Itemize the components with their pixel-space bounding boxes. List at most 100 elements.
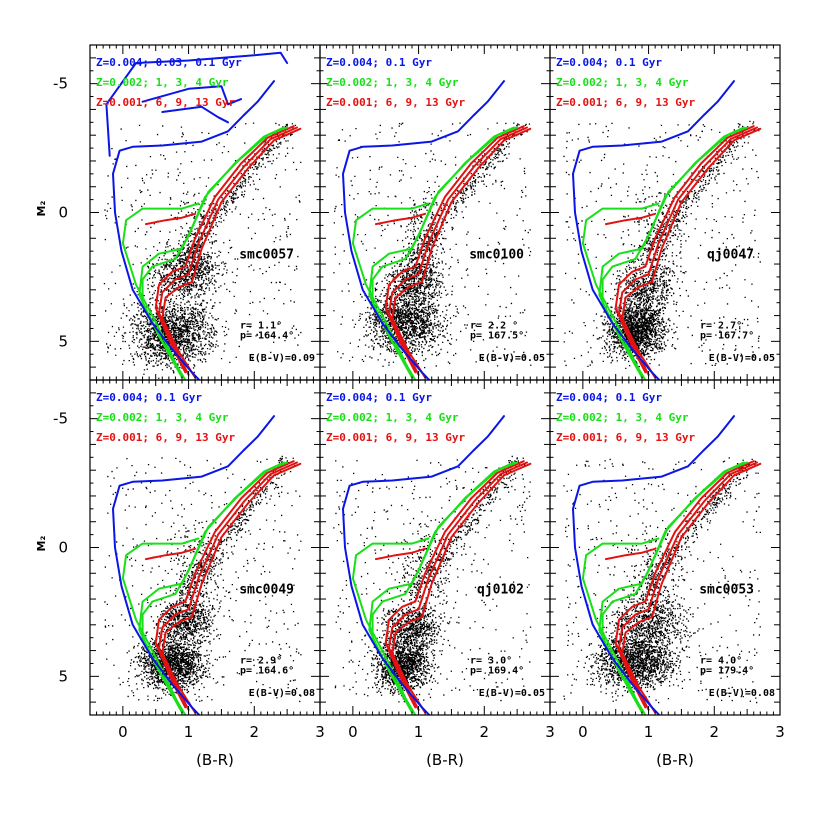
- isochrone-blue: [342, 113, 476, 380]
- isochrone-red-ms-2: [391, 616, 427, 714]
- star-scatter: [563, 457, 761, 704]
- isochrone-blue-tail: [243, 80, 275, 116]
- isochrone-green-ms-1: [141, 592, 187, 715]
- isochrone-blue-tail: [243, 415, 275, 451]
- isochrone-blue: [572, 113, 706, 380]
- isochrone-red-ms-1: [388, 273, 420, 376]
- isochrone-green-giant-1: [174, 126, 285, 260]
- legend-red: Z=0.001; 6, 9, 13 Gyr: [96, 431, 235, 444]
- field-position-angle: p= 164.6°: [240, 665, 294, 676]
- field-reddening: E(B-V)=0.08: [709, 688, 775, 699]
- isochrone-red-giant-2: [190, 127, 302, 284]
- y-axis-label: M₂: [35, 536, 48, 552]
- x-tick-label: 0: [348, 723, 358, 741]
- legend-blue: Z=0.004; 0.1 Gyr: [556, 56, 662, 69]
- legend-blue: Z=0.004; 0.1 Gyr: [556, 391, 662, 404]
- field-position-angle: p= 169.4°: [470, 665, 524, 676]
- isochrone-red-giant-2: [650, 462, 762, 619]
- isochrone-green-giant-1: [634, 461, 745, 595]
- y-axis-label: M₂: [35, 201, 48, 217]
- ticks: [549, 380, 781, 715]
- isochrone-red-hb: [604, 212, 657, 226]
- isochrone-green-giant-1: [174, 461, 285, 595]
- ticks: [549, 45, 781, 380]
- field-reddening: E(B-V)=0.05: [709, 353, 775, 364]
- legend-green: Z=0.002; 1, 3, 4 Gyr: [556, 76, 689, 89]
- isochrone-green-young: [581, 537, 660, 706]
- isochrone-red-giant-1: [187, 461, 298, 611]
- field-reddening: E(B-V)=0.08: [249, 688, 315, 699]
- field-position-angle: p= 164.4°: [240, 330, 294, 341]
- isochrone-blue: [342, 448, 476, 715]
- isochrone-red-giant-2: [650, 127, 762, 284]
- field-position-angle: p= 167.5°: [470, 330, 524, 341]
- field-name: qj0047: [707, 248, 754, 263]
- isochrone-red-ms-2: [621, 281, 657, 379]
- cmd-panel-smc0053: [549, 379, 781, 716]
- isochrone-red-giant-2: [190, 462, 302, 619]
- isochrone-red-giant-1: [417, 126, 528, 276]
- y-tick-label: 0: [58, 539, 68, 557]
- field-reddening: E(B-V)=0.09: [249, 353, 315, 364]
- ticks: [319, 380, 551, 715]
- star-points: [563, 120, 761, 369]
- isochrone-red-giant-0: [184, 125, 295, 268]
- legend-blue: Z=0.004; 0.1 Gyr: [326, 391, 432, 404]
- y-tick-label: 5: [58, 332, 68, 350]
- isochrone-red-ms-1: [158, 608, 190, 711]
- isochrone-red-hb: [604, 547, 657, 561]
- isochrone-red-ms-2: [161, 281, 197, 379]
- field-radius: r= 2.9°: [240, 655, 282, 666]
- x-tick-label: 0: [578, 723, 588, 741]
- isochrone-blue-tail: [473, 80, 505, 116]
- isochrone-red-giant-1: [647, 126, 758, 276]
- x-tick-label: 1: [414, 723, 424, 741]
- isochrone-red-ms-2: [161, 616, 197, 714]
- isochrone-red-giant-0: [414, 460, 525, 603]
- field-position-angle: p= 179.4°: [700, 665, 754, 676]
- isochrone-green-giant-1: [404, 461, 515, 595]
- x-tick-label: 3: [775, 723, 785, 741]
- x-axis-label: (B-R): [196, 751, 234, 769]
- cmd-panel-smc0100: [319, 44, 551, 381]
- isochrone-green-ms-1: [601, 592, 647, 715]
- field-position-angle: p= 167.7°: [700, 330, 754, 341]
- legend-green: Z=0.002; 1, 3, 4 Gyr: [556, 411, 689, 424]
- y-tick-label: -5: [53, 410, 68, 428]
- x-tick-label: 2: [250, 723, 260, 741]
- isochrone-green-ms-1: [371, 257, 417, 380]
- cmd-panel-qj0047: [549, 44, 781, 381]
- field-name: qj0102: [477, 583, 524, 598]
- isochrone-blue-tail: [703, 415, 735, 451]
- isochrone-red-giant-0: [644, 460, 755, 603]
- y-tick-label: -5: [53, 75, 68, 93]
- isochrone-green-young: [581, 202, 660, 371]
- isochrone-red-ms-2: [621, 616, 657, 714]
- isochrone-red-giant-2: [420, 462, 532, 619]
- isochrone-red-hb: [374, 547, 427, 561]
- field-radius: r= 3.0°: [470, 655, 512, 666]
- x-tick-label: 2: [480, 723, 490, 741]
- isochrone-red-giant-0: [184, 460, 295, 603]
- x-axis-label: (B-R): [426, 751, 464, 769]
- isochrone-blue: [572, 448, 706, 715]
- isochrone-green-ms-1: [371, 592, 417, 715]
- legend-green: Z=0.002; 1, 3, 4 Gyr: [326, 76, 459, 89]
- isochrone-green-young: [351, 537, 430, 706]
- x-tick-label: 3: [315, 723, 325, 741]
- field-name: smc0057: [239, 248, 294, 263]
- isochrone-red-ms-1: [158, 273, 190, 376]
- isochrone-blue: [112, 113, 246, 380]
- isochrone-red-ms-1: [618, 608, 650, 711]
- x-tick-label: 0: [118, 723, 128, 741]
- legend-blue: Z=0.004; 0.03, 0.1 Gyr: [96, 56, 242, 69]
- isochrone-green-young: [351, 202, 430, 371]
- isochrone-red-giant-1: [187, 126, 298, 276]
- isochrone-blue-extra-0: [105, 51, 289, 157]
- isochrone-red-ms-1: [388, 608, 420, 711]
- y-tick-label: 0: [58, 204, 68, 222]
- legend-red: Z=0.001; 6, 9, 13 Gyr: [96, 96, 235, 109]
- isochrone-green-giant-1: [404, 126, 515, 260]
- isochrone-red-giant-0: [644, 125, 755, 268]
- field-name: smc0053: [699, 583, 754, 598]
